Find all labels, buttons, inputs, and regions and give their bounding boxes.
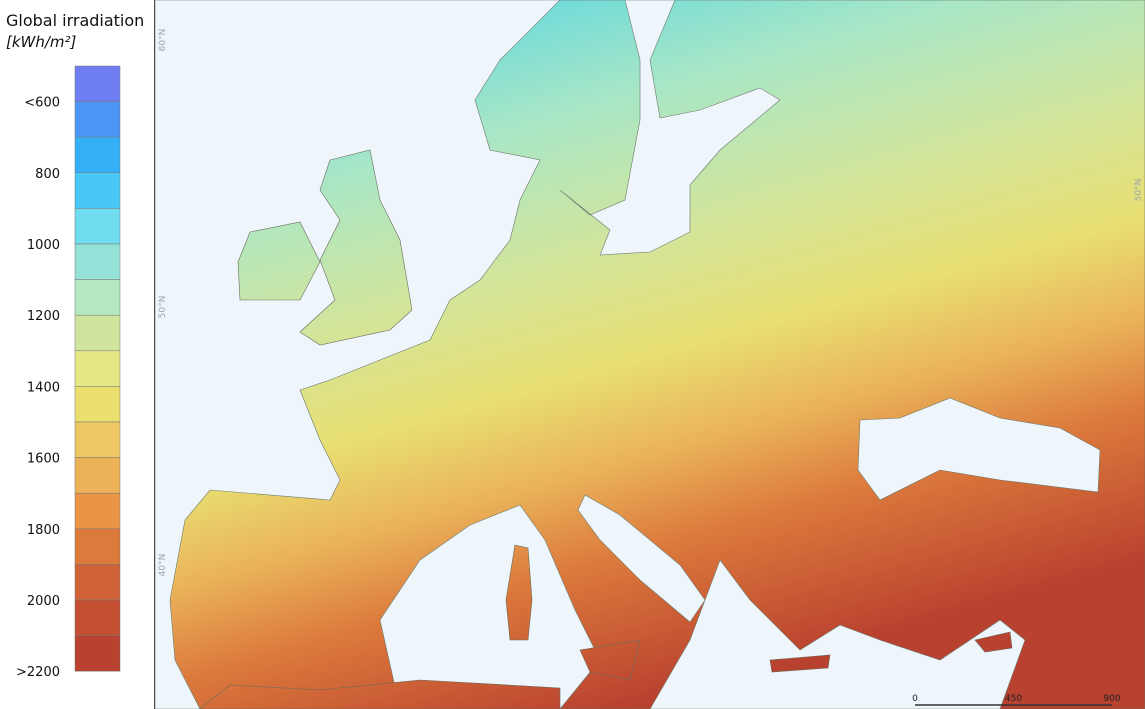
scale-label: 450	[1005, 694, 1022, 704]
scale-label: 0	[912, 694, 918, 704]
map	[154, 0, 1145, 709]
legend-swatch	[74, 386, 121, 423]
legend-label: 1200	[27, 309, 60, 324]
legend-swatch	[74, 421, 121, 458]
graticule-label: 60°N	[158, 29, 168, 52]
legend-swatch	[74, 172, 121, 209]
legend-swatch	[74, 564, 121, 601]
legend: <600 800 1000 1200 1400 1600 1800 2000 >2200	[16, 65, 121, 680]
legend-swatch	[74, 457, 121, 494]
legend-swatch	[74, 492, 121, 530]
scale-labels: 0 450 900	[912, 694, 1121, 704]
graticule-label: 50°N	[158, 296, 168, 319]
crete	[769, 654, 831, 673]
legend-label: 1800	[27, 523, 60, 538]
north-africa	[199, 679, 561, 709]
eastern-mediterranean	[649, 559, 1026, 709]
legend-unit: [kWh/m²]	[6, 33, 77, 51]
ireland	[237, 221, 321, 301]
legend-title: Global irradiation	[6, 11, 144, 30]
legend-swatch	[74, 314, 121, 352]
black-sea	[857, 397, 1101, 501]
graticule-labels: 60°N 50°N 40°N 50°N	[158, 29, 1144, 577]
legend-swatch	[74, 136, 121, 174]
sicily	[579, 639, 641, 681]
legend-swatch	[74, 528, 121, 565]
legend-swatch	[74, 65, 121, 102]
graticule-label: 40°N	[158, 554, 168, 577]
legend-swatch	[74, 279, 121, 316]
scale-label: 900	[1103, 694, 1120, 704]
legend-swatch	[74, 243, 121, 280]
legend-swatch	[74, 101, 121, 138]
baltic-sea	[559, 0, 781, 256]
legend-label: 800	[35, 167, 60, 182]
corsica-sardinia	[505, 544, 533, 641]
western-mediterranean	[379, 504, 601, 709]
legend-swatch	[74, 635, 121, 672]
legend-label: 1400	[27, 380, 60, 395]
cyprus	[974, 631, 1013, 653]
britain	[299, 149, 413, 346]
legend-label: 2000	[27, 594, 60, 609]
graticule-label: 50°N	[1134, 179, 1144, 202]
legend-swatch	[74, 208, 121, 245]
legend-label: 1000	[27, 238, 60, 253]
legend-swatch	[74, 350, 121, 387]
adriatic-sea	[577, 494, 706, 623]
legend-swatch	[74, 599, 121, 636]
atlantic	[154, 0, 561, 709]
legend-label: <600	[24, 96, 60, 111]
legend-label: 1600	[27, 452, 60, 467]
legend-label: >2200	[16, 665, 60, 680]
